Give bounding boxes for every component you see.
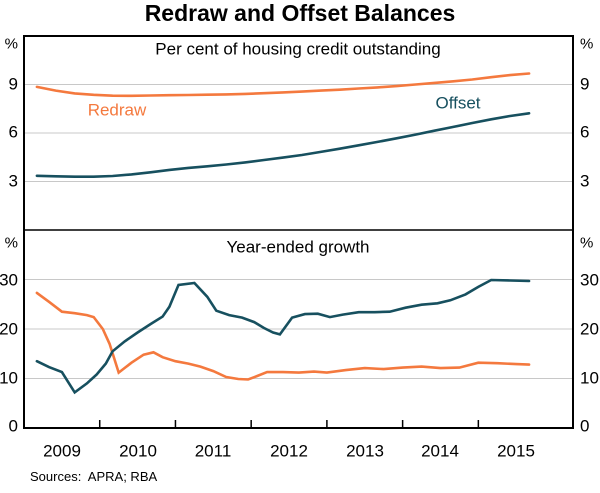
panel2-subtitle: Year-ended growth xyxy=(226,237,370,257)
y-tick-label: 0 xyxy=(580,416,590,436)
y-tick-label: 3 xyxy=(8,171,18,191)
y-tick-label: 30 xyxy=(580,270,599,290)
panel2-unit-right: % xyxy=(580,234,594,252)
y-tick-label: 30 xyxy=(0,270,18,290)
y-tick-label: 9 xyxy=(8,74,18,94)
x-tick-label: 2009 xyxy=(43,441,81,461)
y-tick-label: 20 xyxy=(580,319,599,339)
sources-note: Sources: APRA; RBA xyxy=(30,469,158,484)
x-tick-label: 2011 xyxy=(194,441,232,461)
x-tick-label: 2013 xyxy=(346,441,384,461)
y-tick-label: 6 xyxy=(580,122,590,142)
y-tick-label: 9 xyxy=(580,74,590,94)
y-tick-label: 20 xyxy=(0,319,18,339)
x-tick-label: 2015 xyxy=(497,441,535,461)
panel2-unit-left: % xyxy=(4,234,18,252)
panel1-unit-left: % xyxy=(4,35,18,53)
chart-title: Redraw and Offset Balances xyxy=(144,0,456,26)
x-tick-label: 2014 xyxy=(421,441,459,461)
y-tick-label: 10 xyxy=(580,368,599,388)
y-tick-label: 0 xyxy=(8,416,18,436)
series-label-offset: Offset xyxy=(435,93,481,113)
panel1-subtitle: Per cent of housing credit outstanding xyxy=(155,39,441,59)
y-tick-label: 6 xyxy=(8,122,18,142)
x-tick-label: 2010 xyxy=(119,441,157,461)
y-tick-label: 10 xyxy=(0,368,18,388)
series-label-redraw: Redraw xyxy=(87,100,147,120)
y-tick-label: 3 xyxy=(580,171,590,191)
x-tick-label: 2012 xyxy=(270,441,308,461)
panel1-unit-right: % xyxy=(580,35,594,53)
